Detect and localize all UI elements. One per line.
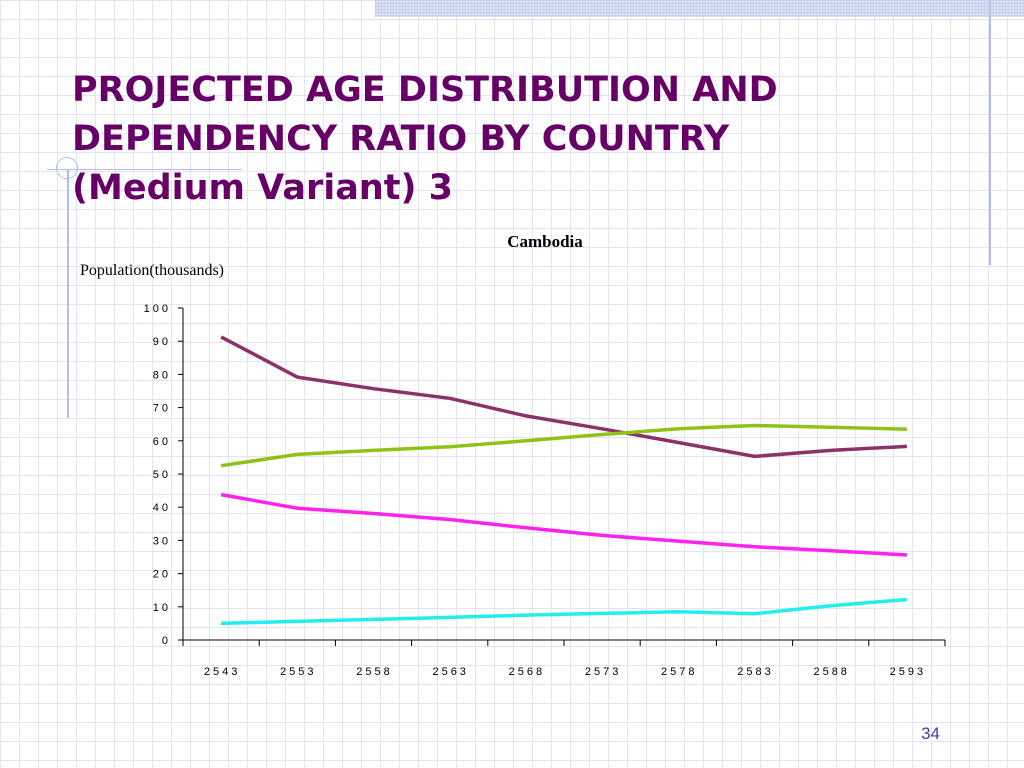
x-tick-label: 2553 — [280, 666, 316, 678]
x-tick-label: 2558 — [356, 666, 392, 678]
x-tick-label: 2593 — [890, 666, 926, 678]
y-tick-label: 20 — [153, 569, 171, 581]
chart-title: Cambodia — [507, 232, 583, 251]
slide-title-line: PROJECTED AGE DISTRIBUTION AND — [72, 70, 778, 110]
y-tick-label: 0 — [162, 635, 171, 647]
y-tick-label: 30 — [153, 535, 171, 547]
page-number: 34 — [921, 724, 940, 743]
decorative-line-right — [989, 0, 991, 265]
chart-axes: 0 10 20 30 40 50 60 70 80 90 100 2543 2553 2558 2563 25… — [144, 303, 946, 678]
series-line — [220, 492, 907, 557]
y-tick-label: 90 — [153, 336, 171, 348]
x-tick-label: 2563 — [432, 666, 468, 678]
y-tick-label: 50 — [153, 469, 171, 481]
slide-title: PROJECTED AGE DISTRIBUTION AND DEPENDENC… — [72, 66, 902, 213]
y-tick-label: 10 — [153, 602, 171, 614]
x-tick-label: 2588 — [813, 666, 849, 678]
series-line — [221, 597, 908, 626]
slide-title-line: (Medium Variant) 3 — [72, 168, 454, 208]
decorative-circle — [56, 157, 78, 179]
y-tick-label: 100 — [144, 303, 171, 315]
y-tick-label: 60 — [153, 436, 171, 448]
x-tick-label: 2583 — [737, 666, 773, 678]
y-tick-label: 70 — [153, 403, 171, 415]
decorative-band — [375, 0, 1024, 17]
x-tick-label: 2573 — [585, 666, 621, 678]
slide-title-line: DEPENDENCY RATIO BY COUNTRY — [72, 119, 730, 159]
x-tick-label: 2568 — [509, 666, 545, 678]
y-tick-label: 80 — [153, 369, 171, 381]
decorative-line-left — [67, 170, 69, 418]
y-axis-label: Population(thousands) — [80, 262, 224, 279]
decorative-line-horizontal — [47, 169, 242, 170]
series-line — [220, 335, 907, 459]
series-line — [220, 423, 907, 468]
y-tick-label: 40 — [153, 502, 171, 514]
x-tick-label: 2578 — [661, 666, 697, 678]
chart-series — [220, 335, 908, 626]
x-tick-label: 2543 — [204, 666, 240, 678]
